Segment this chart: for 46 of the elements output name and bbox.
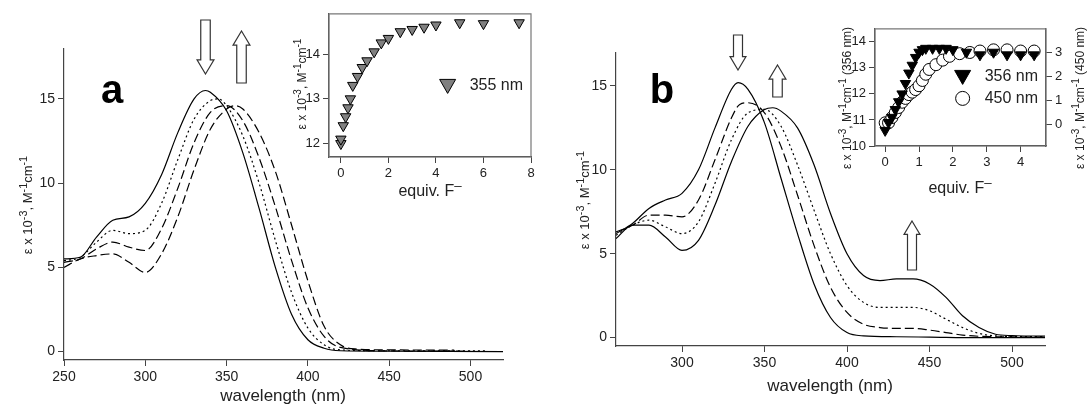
y-tick-label: 11 bbox=[852, 111, 866, 127]
annotation: a bbox=[100, 67, 124, 112]
legend-label: 356 nm bbox=[984, 66, 1038, 84]
x-tick-label: 350 bbox=[214, 368, 239, 385]
y-tick-label: 0 bbox=[47, 342, 56, 359]
x-tick-label: 4 bbox=[1016, 154, 1025, 170]
y2-tick-label: 1 bbox=[1055, 92, 1063, 108]
y-tick-label: 10 bbox=[39, 174, 56, 191]
x-tick-label: 250 bbox=[52, 368, 76, 385]
y-tick-label: 14 bbox=[305, 45, 320, 61]
x-tick-label: 2 bbox=[384, 165, 393, 181]
y2-tick-label: 2 bbox=[1055, 68, 1063, 84]
y-tick-label: 5 bbox=[47, 258, 56, 275]
x-tick-label: 350 bbox=[752, 354, 777, 371]
legend-label: 450 nm bbox=[984, 88, 1038, 106]
x-tick-label: 500 bbox=[1000, 354, 1024, 371]
y2-tick-label: 3 bbox=[1055, 44, 1063, 60]
x-tick-label: 400 bbox=[835, 354, 859, 371]
x-tick-label: 500 bbox=[458, 368, 483, 385]
x-tick-label: 2 bbox=[949, 154, 957, 170]
x-tick-label: 450 bbox=[917, 354, 942, 371]
y-tick-label: 12 bbox=[851, 85, 866, 101]
x-tick-label: 0 bbox=[337, 165, 345, 181]
x-tick-label: 400 bbox=[296, 368, 320, 385]
legend-label: 355 nm bbox=[469, 75, 523, 93]
y-tick-label: 15 bbox=[39, 89, 56, 106]
x-tick-label: 300 bbox=[133, 368, 158, 385]
y-tick-label: 14 bbox=[851, 33, 866, 49]
x-tick-label: 0 bbox=[881, 154, 889, 170]
x-tick-label: 300 bbox=[670, 354, 694, 371]
x-axis-title: wavelength (nm) bbox=[220, 386, 346, 406]
y-tick-label: 5 bbox=[599, 244, 608, 261]
y-tick-label: 15 bbox=[591, 76, 608, 93]
x-tick-label: 1 bbox=[915, 154, 923, 170]
y-tick-label: 0 bbox=[599, 328, 608, 345]
x-tick-label: 8 bbox=[527, 165, 535, 181]
x-tick-label: 6 bbox=[479, 165, 488, 181]
x-axis-title: wavelength (nm) bbox=[767, 376, 893, 396]
x-tick-label: 3 bbox=[983, 154, 991, 170]
y-tick-label: 10 bbox=[591, 160, 608, 177]
x-axis-title: equiv. F$^{–}$ bbox=[928, 174, 992, 198]
y-tick-label: 10 bbox=[851, 137, 866, 153]
y2-tick-label: 0 bbox=[1055, 116, 1063, 132]
x-tick-label: 450 bbox=[377, 368, 402, 385]
annotation: b bbox=[649, 67, 675, 112]
y-tick-label: 12 bbox=[305, 135, 320, 151]
